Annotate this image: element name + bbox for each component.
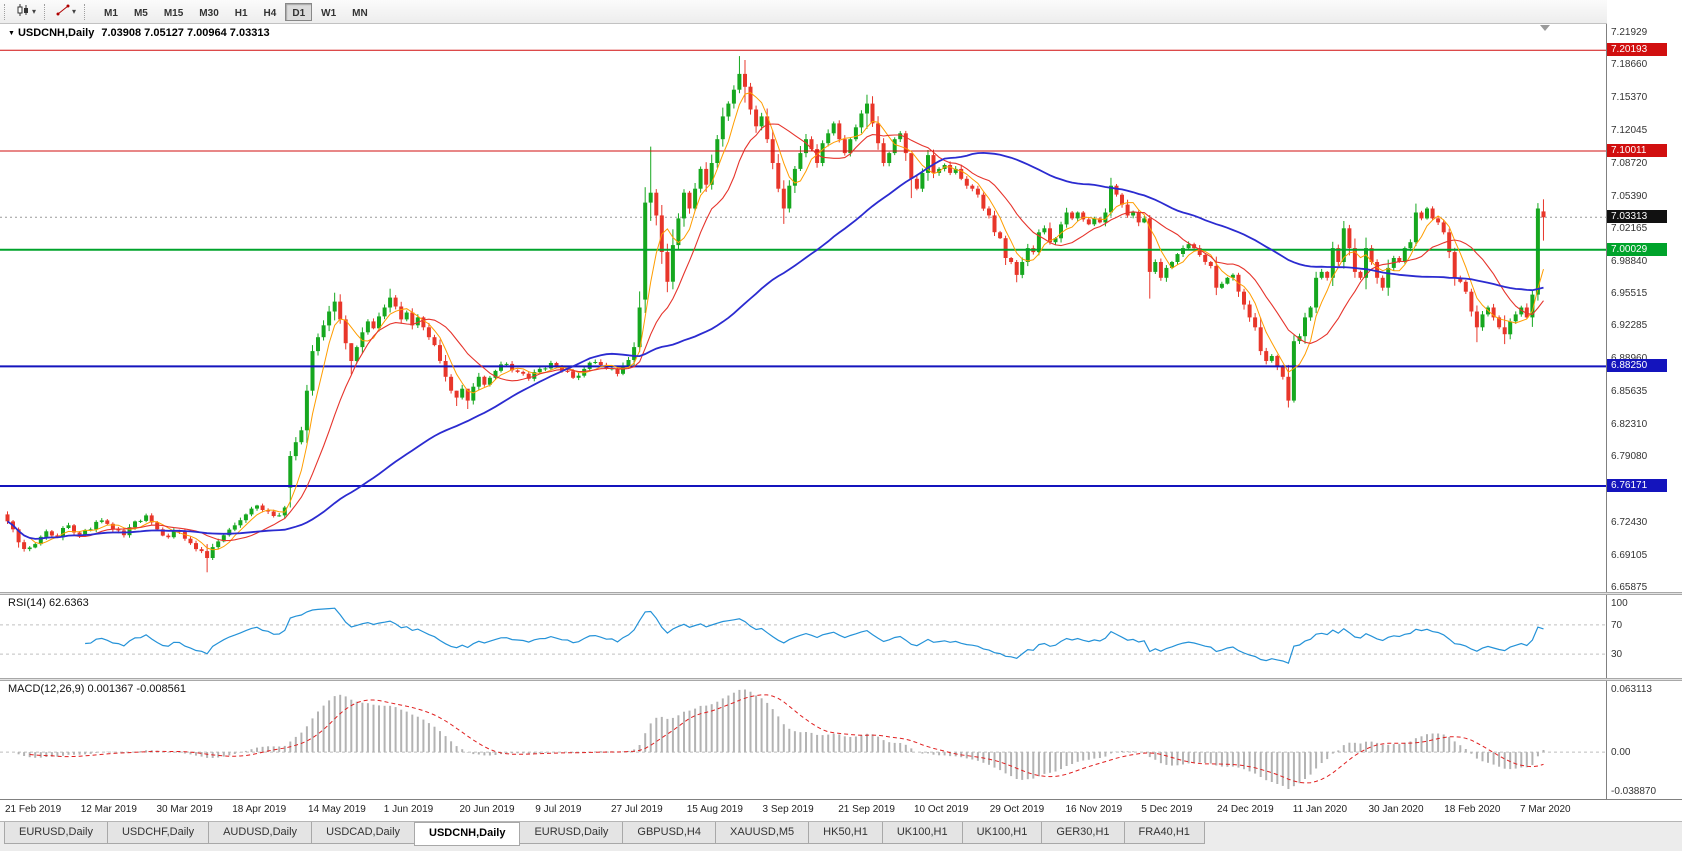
price-axis-tick: 7.12045	[1611, 124, 1648, 136]
axis-divider	[1606, 24, 1607, 799]
price-axis-tick: 7.05390	[1611, 190, 1648, 202]
price-axis-tick: 6.98840	[1611, 255, 1648, 267]
macd-pane-canvas[interactable]	[0, 681, 1606, 799]
tab-eurusd-daily[interactable]: EURUSD,Daily	[4, 822, 108, 844]
time-axis-label: 9 Jul 2019	[535, 804, 582, 815]
chart-shift-marker[interactable]	[1540, 25, 1550, 31]
tab-ger30-h1[interactable]: GER30,H1	[1041, 822, 1125, 844]
macd-axis-tick: -0.038870	[1611, 786, 1657, 797]
price-axis-tick: 7.15370	[1611, 91, 1648, 103]
tab-usdcad-daily[interactable]: USDCAD,Daily	[311, 822, 416, 844]
price-axis-tick: 6.95515	[1611, 288, 1648, 300]
time-axis-label: 24 Dec 2019	[1217, 804, 1274, 815]
chevron-down-icon: ▾	[72, 6, 77, 16]
toolbar-grip[interactable]	[84, 3, 88, 20]
price-axis-tick: 7.21929	[1611, 26, 1648, 38]
price-axis-tick: 7.02165	[1611, 222, 1648, 234]
toolbar-grip[interactable]	[44, 3, 48, 20]
timeframe-button-w1[interactable]: W1	[314, 3, 343, 21]
time-axis-label: 20 Jun 2019	[459, 804, 515, 815]
pane-separator[interactable]	[0, 592, 1682, 595]
price-axis-tick: 7.08720	[1611, 157, 1648, 169]
tab-uk100-h1[interactable]: UK100,H1	[881, 822, 963, 844]
timeframe-button-m15[interactable]: M15	[157, 3, 190, 21]
price-axis-tick: 6.72430	[1611, 517, 1648, 529]
price-line-badge: 7.00029	[1607, 242, 1667, 256]
tab-uk100-h1[interactable]: UK100,H1	[961, 822, 1043, 844]
time-axis-label: 12 Mar 2019	[80, 804, 137, 815]
time-axis-label: 5 Dec 2019	[1141, 804, 1193, 815]
time-axis-label: 3 Sep 2019	[762, 804, 814, 815]
candlestick-chart-icon	[16, 3, 30, 20]
price-axis-tick: 6.82310	[1611, 419, 1648, 431]
time-axis-label: 16 Nov 2019	[1065, 804, 1123, 815]
tab-gbpusd-h4[interactable]: GBPUSD,H4	[622, 822, 716, 844]
timeframe-button-m1[interactable]: M1	[97, 3, 125, 21]
timeframe-button-h4[interactable]: H4	[257, 3, 284, 21]
timeframe-button-m30[interactable]: M30	[192, 3, 225, 21]
time-axis-label: 1 Jun 2019	[383, 804, 434, 815]
line-studies-button[interactable]: ▾	[52, 2, 80, 22]
price-line-badge: 7.20193	[1607, 43, 1667, 57]
pane-separator[interactable]	[0, 678, 1682, 681]
time-axis-label: 21 Sep 2019	[838, 804, 895, 815]
time-axis-label: 21 Feb 2019	[5, 804, 62, 815]
chart-toolbar: ▾ ▾ M1 M5 M15 M30 H1 H4 D1 W1 MN	[0, 0, 1682, 24]
price-line-badge: 6.88250	[1607, 359, 1667, 373]
price-line-badge: 6.76171	[1607, 479, 1667, 492]
price-axis-tick: 6.88960	[1611, 353, 1647, 364]
trendline-icon	[56, 3, 70, 20]
price-axis-tick: 6.92285	[1611, 320, 1648, 332]
rsi-axis-tick: 100	[1611, 598, 1628, 609]
rsi-axis-tick: 70	[1611, 619, 1623, 631]
price-axis[interactable]: 7.21929 7.18660 7.15370 7.12045 7.08720 7.053…	[1607, 0, 1682, 799]
tab-fra40-h1[interactable]: FRA40,H1	[1123, 822, 1205, 844]
time-axis-label: 14 May 2019	[308, 804, 366, 815]
time-axis-label: 18 Apr 2019	[232, 804, 287, 815]
price-axis-tick: 6.65875	[1611, 581, 1648, 593]
chart-window-tabbar: EURUSD,Daily USDCHF,Daily AUDUSD,Daily USDC…	[0, 821, 1682, 851]
price-chart-canvas[interactable]	[0, 24, 1606, 592]
chevron-down-icon: ▾	[32, 6, 37, 16]
macd-axis-tick: 0.063113	[1611, 684, 1652, 695]
timeframe-button-h1[interactable]: H1	[228, 3, 255, 21]
tab-usdcnh-daily[interactable]: USDCNH,Daily	[414, 822, 521, 846]
price-axis-tick: 6.79080	[1611, 451, 1648, 463]
timeframe-button-mn[interactable]: MN	[345, 3, 375, 21]
time-axis-label: 30 Jan 2020	[1368, 804, 1424, 815]
tab-eurusd-daily[interactable]: EURUSD,Daily	[519, 822, 624, 844]
toolbar-grip[interactable]	[4, 3, 8, 20]
time-axis[interactable]: 21 Feb 2019 12 Mar 2019 30 Mar 2019 18 Apr …	[0, 799, 1682, 821]
time-axis-label: 27 Jul 2019	[611, 804, 663, 815]
time-axis-label: 29 Oct 2019	[989, 804, 1045, 815]
price-axis-tick: 6.69105	[1611, 549, 1648, 561]
tab-usdchf-daily[interactable]: USDCHF,Daily	[106, 822, 210, 844]
rsi-axis-tick: 30	[1611, 649, 1623, 661]
price-axis-tick: 7.18660	[1611, 59, 1648, 71]
timeframe-button-m5[interactable]: M5	[127, 3, 155, 21]
time-axis-label: 18 Feb 2020	[1444, 804, 1501, 815]
timeframe-toolbar: M1 M5 M15 M30 H1 H4 D1 W1 MN	[96, 2, 376, 21]
chart-type-button[interactable]: ▾	[12, 2, 40, 22]
tab-xauusd-m5[interactable]: XAUUSD,M5	[714, 822, 810, 844]
time-axis-label: 11 Jan 2020	[1292, 804, 1348, 815]
timeframe-button-d1[interactable]: D1	[285, 2, 313, 21]
time-axis-label: 10 Oct 2019	[914, 804, 969, 815]
time-axis-label: 7 Mar 2020	[1520, 804, 1571, 815]
tab-hk50-h1[interactable]: HK50,H1	[808, 822, 883, 844]
price-line-badge: 7.10011	[1607, 143, 1667, 157]
rsi-pane-canvas[interactable]	[0, 595, 1606, 678]
time-axis-label: 15 Aug 2019	[686, 804, 743, 815]
price-axis-tick: 6.85635	[1611, 386, 1648, 398]
time-axis-label: 30 Mar 2019	[156, 804, 213, 815]
current-price-badge: 7.03313	[1607, 210, 1667, 224]
tab-audusd-daily[interactable]: AUDUSD,Daily	[208, 822, 313, 844]
macd-axis-tick: 0.00	[1611, 747, 1631, 759]
